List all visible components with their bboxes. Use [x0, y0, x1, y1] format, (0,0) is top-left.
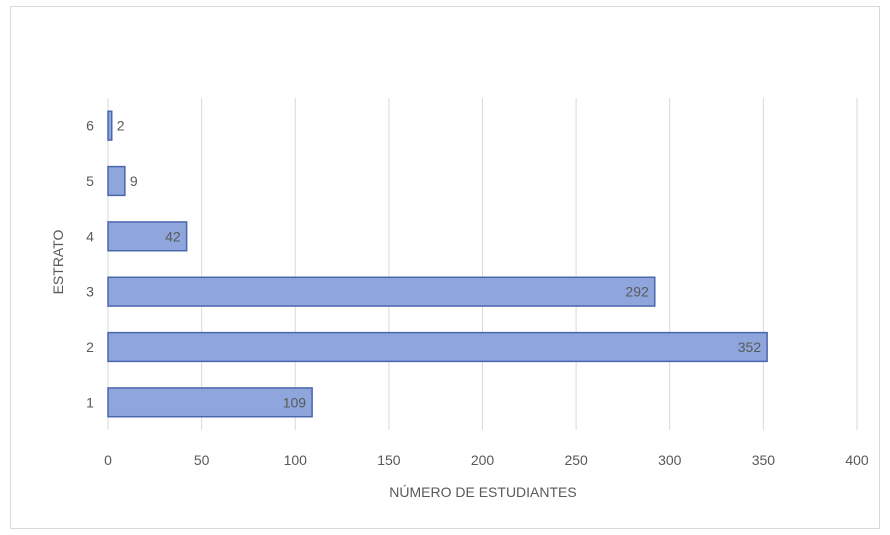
- data-label: 2: [117, 118, 125, 134]
- y-tick-label: 3: [86, 284, 94, 300]
- bar-estrato-6: [107, 110, 113, 141]
- y-tick-label: 5: [86, 173, 94, 189]
- bar-estrato-2: [107, 331, 768, 363]
- chart-frame: [10, 6, 880, 529]
- y-tick-label: 6: [86, 118, 94, 134]
- x-tick-label: 50: [194, 452, 210, 468]
- gridlines: [107, 98, 858, 430]
- x-tick-label: 300: [658, 452, 682, 468]
- y-axis-ticks: 1 2 3 4 5 6: [86, 118, 94, 411]
- bar-estrato-5: [107, 165, 126, 197]
- x-tick-label: 200: [471, 452, 495, 468]
- x-tick-label: 100: [284, 452, 308, 468]
- x-tick-label: 0: [104, 452, 112, 468]
- y-tick-label: 4: [86, 228, 94, 244]
- x-tick-label: 150: [377, 452, 401, 468]
- y-tick-label: 1: [86, 394, 94, 410]
- x-axis-ticks: 0 50 100 150 200 250 300 350 400: [104, 452, 869, 468]
- x-tick-label: 400: [845, 452, 869, 468]
- data-label: 109: [283, 394, 307, 410]
- bars: [107, 110, 768, 418]
- x-tick-label: 350: [752, 452, 776, 468]
- y-axis-title: ESTRATO: [50, 229, 66, 294]
- bar-estrato-1: [107, 387, 313, 418]
- data-label: 352: [738, 339, 762, 355]
- x-tick-label: 250: [564, 452, 588, 468]
- data-label: 42: [165, 228, 181, 244]
- bar-estrato-3: [107, 276, 656, 307]
- y-tick-label: 2: [86, 339, 94, 355]
- data-label: 9: [130, 173, 138, 189]
- data-label: 292: [625, 284, 649, 300]
- data-labels: 109 352 292 42 9 2: [117, 118, 762, 411]
- bar-estrato-4: [107, 221, 188, 252]
- x-axis-title: NÚMERO DE ESTUDIANTES: [389, 484, 576, 500]
